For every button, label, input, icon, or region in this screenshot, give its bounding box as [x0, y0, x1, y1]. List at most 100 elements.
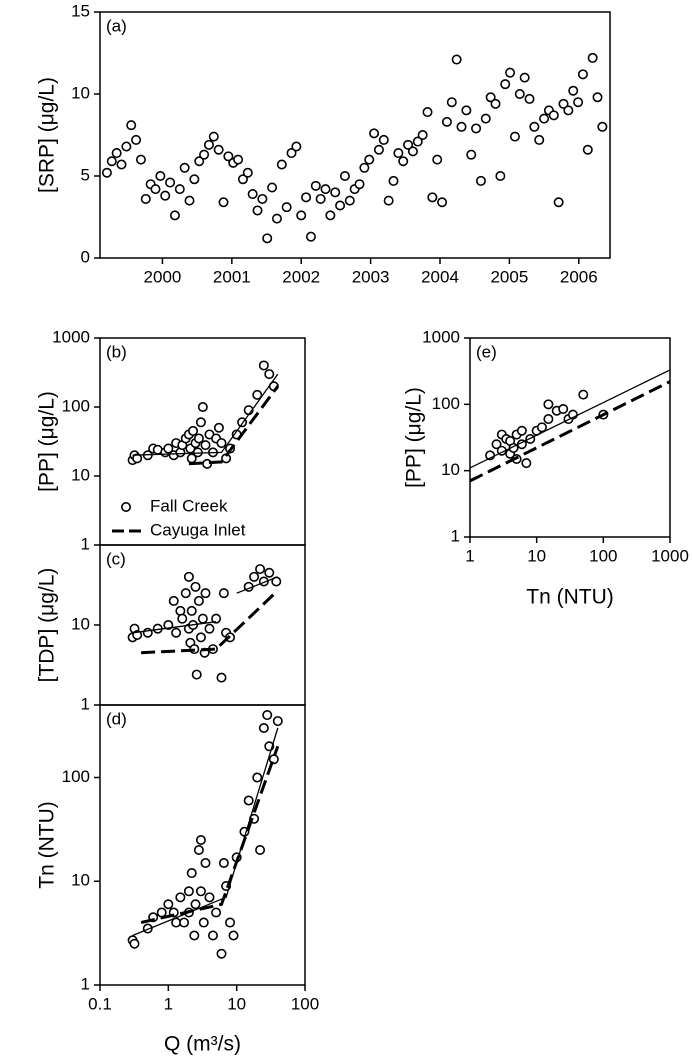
data-point	[174, 184, 185, 195]
data-point	[223, 151, 234, 162]
data-point	[495, 171, 506, 182]
data-point	[195, 417, 206, 428]
panel-label: (e)	[476, 342, 497, 361]
data-point	[325, 210, 336, 221]
data-point	[194, 156, 205, 167]
x-tick-label: 1	[164, 994, 173, 1013]
x-tick-label: 1	[465, 546, 474, 565]
data-point	[247, 189, 258, 200]
data-point	[568, 85, 579, 96]
data-point	[519, 72, 530, 83]
data-point	[175, 892, 186, 903]
data-point	[466, 149, 477, 160]
data-point	[543, 414, 554, 425]
y-axis-label: [TDP] (μg/L)	[36, 568, 59, 683]
data-point	[373, 144, 384, 155]
data-point	[305, 231, 316, 242]
data-point	[199, 149, 210, 160]
data-point	[573, 97, 584, 108]
y-tick-label: 100	[62, 396, 90, 415]
data-point	[184, 195, 195, 206]
data-point	[183, 886, 194, 897]
data-point	[543, 399, 554, 410]
y-tick-label: 100	[432, 394, 460, 413]
data-point	[255, 564, 266, 575]
data-point	[197, 401, 208, 412]
data-point	[218, 197, 229, 208]
data-point	[335, 200, 346, 211]
data-point	[354, 179, 365, 190]
y-tick-label: 100	[62, 767, 90, 786]
data-point	[403, 139, 414, 150]
data-point	[578, 389, 589, 400]
data-point	[186, 605, 197, 616]
data-point	[441, 116, 452, 127]
data-point	[252, 389, 263, 400]
data-point	[252, 772, 263, 783]
y-tick-label: 1	[81, 974, 90, 993]
data-point	[179, 162, 190, 173]
data-point	[106, 156, 117, 167]
data-point	[200, 440, 211, 451]
data-point	[177, 613, 188, 624]
data-point	[393, 148, 404, 159]
data-point	[189, 930, 200, 941]
y-axis-label: [SRP] (μg/L)	[36, 77, 59, 193]
data-point	[163, 899, 174, 910]
data-point	[315, 193, 326, 204]
data-point	[446, 97, 457, 108]
dashed-fit-line	[469, 380, 671, 483]
data-point	[563, 105, 574, 116]
data-point	[213, 422, 224, 433]
x-tick-label: 10	[527, 546, 546, 565]
x-tick-label: 10	[227, 994, 246, 1013]
data-point	[243, 795, 254, 806]
y-tick-label: 0	[81, 247, 90, 266]
data-point	[272, 716, 283, 727]
data-point	[129, 938, 140, 949]
data-point	[582, 144, 593, 155]
data-point	[191, 669, 202, 680]
data-point	[286, 148, 297, 159]
data-point	[258, 360, 269, 371]
data-point	[407, 146, 418, 157]
data-point	[412, 136, 423, 147]
data-point	[592, 92, 603, 103]
y-tick-label: 10	[71, 614, 90, 633]
x-tick-label: 2003	[352, 267, 390, 286]
data-point	[505, 67, 516, 78]
data-point	[155, 171, 166, 182]
data-point	[211, 613, 222, 624]
data-point	[171, 627, 182, 638]
data-point	[208, 131, 219, 142]
data-point	[257, 193, 268, 204]
x-tick-label: 2001	[213, 267, 251, 286]
data-point	[296, 210, 307, 221]
data-point	[534, 134, 545, 145]
x-tick-label: 2004	[421, 267, 459, 286]
data-point	[190, 581, 201, 592]
data-point	[509, 131, 520, 142]
data-point	[437, 197, 448, 208]
data-point	[514, 89, 525, 100]
x-tick-label: 2002	[282, 267, 320, 286]
y-tick-label: 1	[81, 534, 90, 553]
data-point	[156, 907, 167, 918]
legend-marker	[121, 501, 132, 512]
data-point	[121, 141, 132, 152]
data-point	[383, 195, 394, 206]
data-point	[249, 571, 260, 582]
x-tick-label: 0.1	[88, 994, 112, 1013]
data-point	[491, 439, 502, 450]
data-point	[211, 907, 222, 918]
data-point	[369, 128, 380, 139]
data-point	[536, 422, 547, 433]
data-point	[451, 54, 462, 65]
panel-label: (c)	[106, 549, 126, 568]
fit-line	[132, 373, 279, 456]
data-point	[398, 156, 409, 167]
data-point	[216, 948, 227, 959]
data-point	[422, 107, 433, 118]
y-tick-label: 10	[441, 460, 460, 479]
data-point	[195, 834, 206, 845]
